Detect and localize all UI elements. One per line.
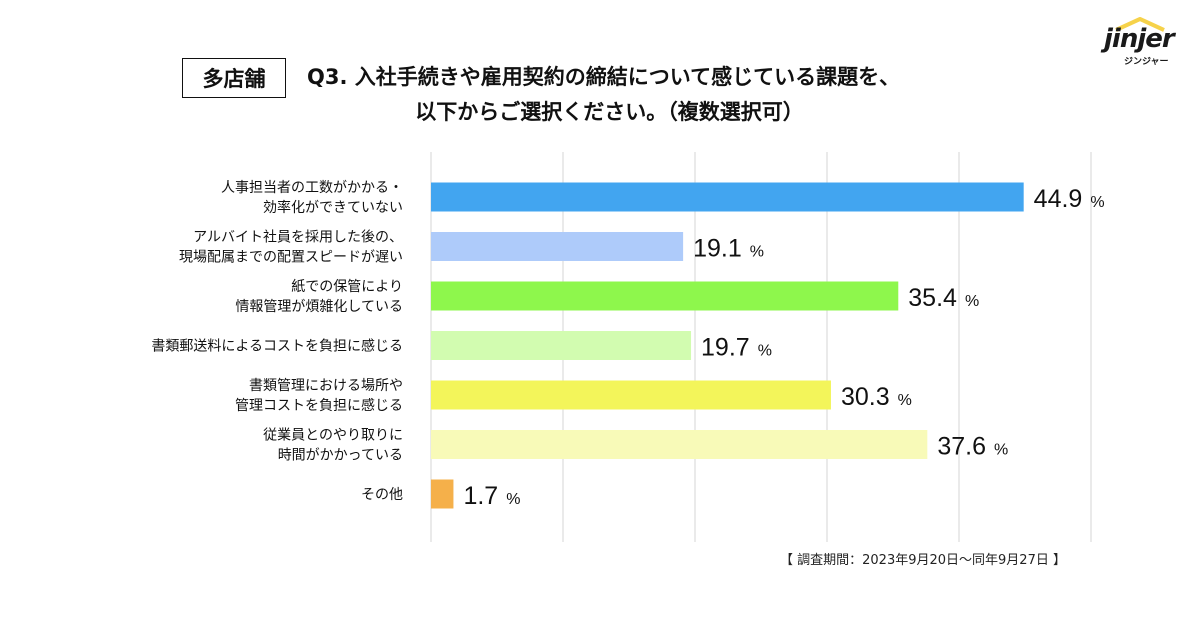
value-label: 44.9 — [1034, 185, 1083, 213]
value-label: 1.7 — [463, 482, 498, 510]
category-label: 書類郵送料によるコストを負担に感じる — [151, 338, 403, 355]
category-label: 紙での保管により — [291, 279, 403, 295]
bar — [431, 281, 899, 311]
unit-label: % — [506, 491, 520, 508]
value-label: 19.7 — [701, 334, 750, 362]
bar — [431, 380, 831, 410]
bar — [431, 232, 684, 261]
logo-wordmark: jinjer — [1104, 24, 1175, 54]
unit-label: % — [898, 392, 912, 409]
category-label: 情報管理が煩雑化している — [235, 299, 403, 315]
value-label: 35.4 — [908, 284, 957, 312]
logo-roof-icon — [1115, 17, 1165, 32]
survey-period: 【 調査期間：2023年9月20日〜同年9月27日 】 — [780, 553, 1066, 568]
category-label: 従業員とのやり取りに — [263, 428, 403, 444]
category-label: 現場配属までの配置スピードが遅い — [179, 250, 403, 266]
bar — [431, 182, 1024, 212]
segment-tag: 多店舗 — [182, 58, 286, 98]
value-label: 30.3 — [841, 383, 890, 411]
question-title-line2: 以下からご選択ください。（複数選択可） — [415, 100, 804, 124]
bar — [431, 479, 454, 509]
category-label: 効率化ができていない — [263, 199, 403, 216]
category-label: 時間がかかっている — [278, 448, 403, 464]
category-label: 人事担当者の工数がかかる・ — [221, 180, 403, 196]
unit-label: % — [750, 244, 764, 261]
bar — [431, 331, 692, 360]
unit-label: % — [758, 343, 772, 360]
category-label: その他 — [361, 487, 403, 503]
bar — [431, 430, 928, 459]
category-label: 管理コストを負担に感じる — [235, 397, 403, 414]
unit-label: % — [994, 442, 1008, 459]
question-title-line1: Q3. 入社手続きや雇用契約の締結について感じている課題を、 — [307, 65, 901, 89]
category-label: 書類管理における場所や — [249, 378, 403, 394]
value-label: 37.6 — [937, 433, 986, 461]
unit-label: % — [965, 293, 979, 310]
category-label: アルバイト社員を採用した後の、 — [193, 230, 403, 246]
jinjer-logo: jinjer ジンジャー — [1102, 16, 1186, 68]
unit-label: % — [1090, 194, 1104, 211]
logo-subtitle: ジンジャー — [1124, 57, 1169, 67]
value-label: 19.1 — [693, 235, 742, 263]
